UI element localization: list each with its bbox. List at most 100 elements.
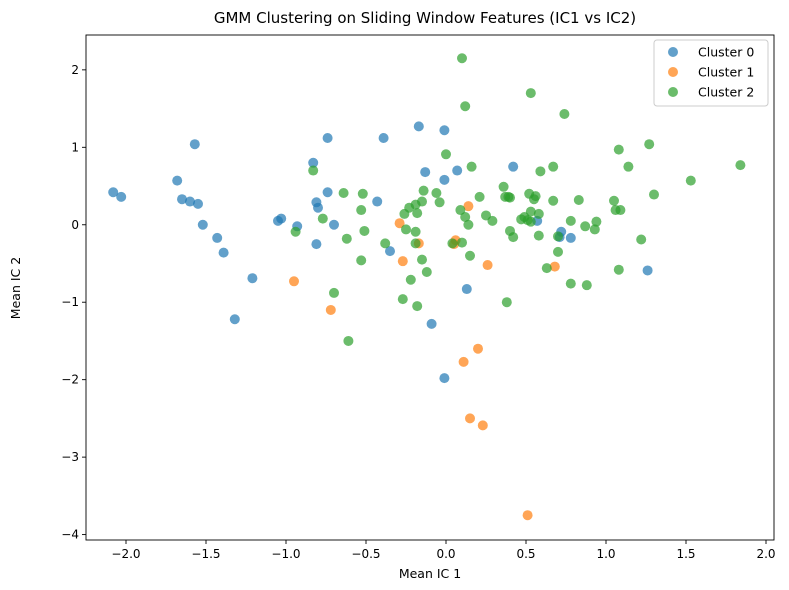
point-cluster-2 xyxy=(341,233,352,244)
point-cluster-1 xyxy=(477,420,488,431)
point-cluster-2 xyxy=(356,255,367,266)
point-cluster-0 xyxy=(193,198,203,209)
point-cluster-0 xyxy=(565,232,576,243)
x-tick-label: 1.5 xyxy=(676,547,695,561)
x-tick-label: −0.5 xyxy=(351,547,380,561)
legend-marker-cluster-1 xyxy=(668,67,678,77)
point-cluster-2 xyxy=(613,144,624,155)
point-cluster-2 xyxy=(343,335,354,346)
point-cluster-2 xyxy=(565,278,576,289)
point-cluster-0 xyxy=(276,213,287,224)
point-cluster-2 xyxy=(548,195,559,206)
point-cluster-2 xyxy=(418,185,429,196)
point-cluster-2 xyxy=(580,221,591,232)
point-cluster-0 xyxy=(116,191,127,202)
point-cluster-2 xyxy=(519,212,530,223)
point-cluster-2 xyxy=(649,189,659,200)
point-cluster-2 xyxy=(399,208,410,219)
point-cluster-2 xyxy=(308,165,319,176)
point-cluster-1 xyxy=(463,201,474,212)
point-cluster-1 xyxy=(289,276,299,287)
y-tick-label: 1 xyxy=(71,140,79,154)
y-tick-label: −4 xyxy=(61,528,79,542)
point-cluster-2 xyxy=(644,139,655,150)
point-cluster-0 xyxy=(508,161,519,172)
point-cluster-1 xyxy=(482,260,493,271)
point-cluster-2 xyxy=(356,205,367,216)
point-cluster-0 xyxy=(426,318,437,329)
point-cluster-1 xyxy=(522,510,533,521)
legend-box xyxy=(653,39,769,107)
legend-marker-cluster-0 xyxy=(668,47,678,57)
point-cluster-0 xyxy=(322,187,333,198)
point-cluster-2 xyxy=(410,226,421,237)
point-cluster-2 xyxy=(508,232,519,243)
point-cluster-0 xyxy=(197,219,208,230)
point-cluster-2 xyxy=(735,160,746,171)
point-cluster-0 xyxy=(229,314,240,325)
x-tick-label: 1.0 xyxy=(596,547,615,561)
point-cluster-0 xyxy=(385,246,395,257)
point-cluster-2 xyxy=(581,280,592,291)
y-tick-label: −1 xyxy=(61,295,79,309)
point-cluster-2 xyxy=(498,181,509,192)
point-cluster-2 xyxy=(525,88,536,99)
point-cluster-2 xyxy=(357,188,368,199)
point-cluster-2 xyxy=(466,161,477,172)
point-cluster-2 xyxy=(623,161,634,172)
x-tick-label: −1.5 xyxy=(191,547,220,561)
point-cluster-2 xyxy=(685,175,696,186)
y-tick-label: 0 xyxy=(71,218,79,232)
point-cluster-0 xyxy=(308,157,319,168)
point-cluster-2 xyxy=(529,194,539,205)
point-cluster-2 xyxy=(573,194,584,205)
point-cluster-0 xyxy=(452,165,463,176)
y-axis-label: Mean IC 2 xyxy=(8,257,23,319)
point-cluster-2 xyxy=(380,238,391,249)
point-cluster-2 xyxy=(397,294,408,305)
point-cluster-2 xyxy=(359,225,370,236)
point-cluster-0 xyxy=(311,239,322,250)
y-tick-label: 2 xyxy=(71,63,79,77)
point-cluster-2 xyxy=(553,246,563,257)
x-tick-label: −1.0 xyxy=(271,547,300,561)
point-cluster-2 xyxy=(548,161,559,172)
point-cluster-2 xyxy=(615,205,626,216)
point-cluster-2 xyxy=(455,205,466,216)
point-cluster-2 xyxy=(434,197,445,208)
point-cluster-2 xyxy=(501,297,512,308)
point-cluster-2 xyxy=(405,274,416,285)
point-cluster-2 xyxy=(565,215,576,226)
point-cluster-0 xyxy=(189,139,200,150)
point-cluster-2 xyxy=(412,301,423,312)
point-cluster-0 xyxy=(185,196,195,207)
point-cluster-2 xyxy=(457,237,467,248)
legend: Cluster 0 Cluster 1 Cluster 2 xyxy=(653,39,769,107)
x-tick-label: 2.0 xyxy=(756,547,775,561)
point-cluster-2 xyxy=(460,101,471,112)
point-cluster-0 xyxy=(212,232,223,243)
point-cluster-2 xyxy=(533,208,544,219)
point-cluster-2 xyxy=(589,224,600,235)
point-cluster-2 xyxy=(487,215,498,226)
point-cluster-2 xyxy=(417,254,427,265)
point-cluster-0 xyxy=(313,202,323,213)
point-cluster-0 xyxy=(177,194,187,205)
points-layer xyxy=(108,53,746,521)
point-cluster-1 xyxy=(397,256,408,267)
point-cluster-2 xyxy=(591,216,602,227)
point-cluster-0 xyxy=(218,247,229,258)
point-cluster-2 xyxy=(329,287,339,298)
point-cluster-0 xyxy=(642,265,653,276)
point-cluster-2 xyxy=(474,191,485,202)
x-tick-label: 0.5 xyxy=(516,547,535,561)
point-cluster-1 xyxy=(394,218,405,229)
point-cluster-2 xyxy=(609,195,619,206)
point-cluster-0 xyxy=(329,219,339,230)
point-cluster-0 xyxy=(172,175,183,186)
point-cluster-2 xyxy=(533,230,544,241)
point-cluster-0 xyxy=(461,284,472,295)
point-cluster-2 xyxy=(465,250,475,261)
legend-label-cluster-2: Cluster 2 xyxy=(698,85,754,100)
point-cluster-2 xyxy=(613,264,624,275)
